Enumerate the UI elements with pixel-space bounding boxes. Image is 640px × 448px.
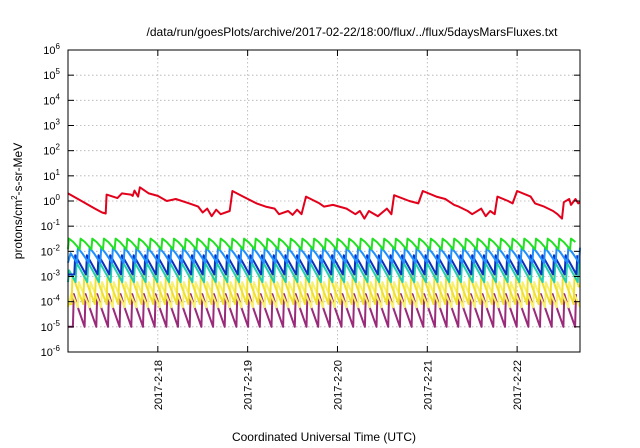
y-tick-label: 100 <box>43 193 60 208</box>
y-tick-label: 10-2 <box>41 243 61 258</box>
chart-title: /data/run/goesPlots/archive/2017-02-22/1… <box>147 25 559 39</box>
x-tick-label: 2017-2-21 <box>422 360 434 410</box>
y-tick-label: 10-4 <box>41 294 61 309</box>
y-tick-label: 10-5 <box>41 319 61 334</box>
y-tick-label: 103 <box>43 118 60 133</box>
x-tick-label: 2017-2-18 <box>153 360 165 410</box>
y-tick-label: 106 <box>43 42 60 57</box>
x-tick-label: 2017-2-22 <box>512 360 524 410</box>
y-axis-label-base: protons/cm <box>11 200 25 259</box>
y-tick-label: 10-3 <box>41 269 61 284</box>
y-axis-label-rest: -s-sr-MeV <box>11 143 25 196</box>
series-layer <box>67 186 581 328</box>
x-tick-label: 2017-2-19 <box>243 360 255 410</box>
y-tick-label: 102 <box>43 143 60 158</box>
y-tick-label: 101 <box>43 168 60 183</box>
svg-text:protons/cm2-s-sr-MeV: protons/cm2-s-sr-MeV <box>10 143 25 259</box>
x-axis-label: Coordinated Universal Time (UTC) <box>232 430 416 444</box>
x-tick-label: 2017-2-20 <box>332 360 344 410</box>
y-tick-label: 10-1 <box>41 218 61 233</box>
y-axis-label: protons/cm2-s-sr-MeV <box>10 143 25 259</box>
y-tick-label: 105 <box>43 67 60 82</box>
series-line-0 <box>67 186 581 220</box>
y-axis-label-sup: 2 <box>10 195 19 200</box>
ticks: 10-6 10-5 10-4 10-3 10-2 10-1 100 101 102 103 104 1… <box>41 42 580 410</box>
series-line-1 <box>67 237 577 251</box>
y-tick-label: 104 <box>43 92 60 107</box>
y-tick-label: 10-6 <box>41 344 61 359</box>
